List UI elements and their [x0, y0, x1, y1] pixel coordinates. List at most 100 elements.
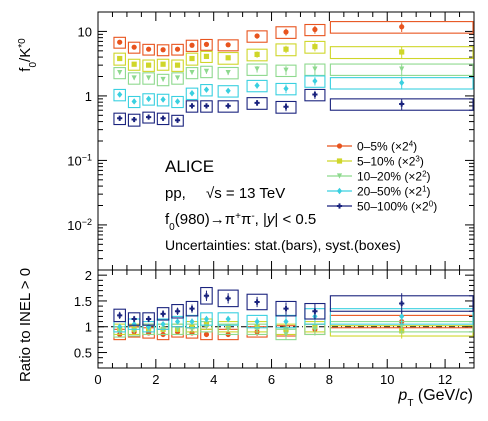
- top-point: [225, 55, 231, 61]
- top-syst-box: [246, 30, 268, 43]
- top-syst-box: [304, 23, 326, 37]
- top-point: [225, 87, 231, 95]
- top-syst-box: [217, 85, 239, 98]
- top-point: [117, 115, 123, 121]
- top-point: [283, 104, 289, 110]
- top-point: [131, 44, 137, 50]
- bottom-y-tick-label: 1: [85, 320, 92, 335]
- top-syst-box: [304, 75, 326, 88]
- legend-label: 50–100% (×20): [357, 199, 437, 214]
- top-syst-box: [142, 72, 155, 85]
- bottom-point: [160, 320, 166, 328]
- top-syst-box: [246, 97, 268, 110]
- top-syst-box: [200, 50, 213, 64]
- top-point: [131, 61, 137, 67]
- top-syst-box: [113, 88, 126, 102]
- energy-label: √s = 13 TeV: [206, 185, 285, 202]
- x-tick-label: 4: [210, 372, 217, 387]
- bottom-point: [283, 306, 289, 312]
- bottom-point: [254, 299, 260, 305]
- bottom-point: [225, 295, 231, 301]
- top-syst-box: [217, 39, 239, 52]
- top-point: [312, 77, 318, 85]
- top-syst-box: [156, 58, 170, 71]
- top-point: [174, 46, 181, 52]
- top-point: [203, 86, 210, 93]
- bottom-point: [283, 318, 289, 325]
- top-point: [189, 69, 195, 76]
- top-syst-box: [156, 73, 170, 87]
- top-syst-box: [329, 21, 474, 34]
- top-point: [117, 69, 123, 76]
- top-point: [312, 26, 318, 33]
- bottom-point: [174, 318, 181, 325]
- top-point: [131, 98, 137, 105]
- bottom-point: [146, 316, 152, 322]
- bottom-point: [225, 326, 231, 332]
- bottom-point: [117, 323, 123, 330]
- top-point: [312, 66, 318, 72]
- top-y-tick-label: 10−2: [67, 217, 92, 233]
- bottom-point: [312, 308, 318, 314]
- legend-label: 5–10% (×23): [357, 154, 424, 169]
- legend-marker: [336, 203, 343, 209]
- bottom-point: [131, 320, 137, 328]
- top-syst-box: [127, 41, 141, 54]
- top-point: [225, 103, 231, 109]
- top-point: [225, 69, 231, 76]
- bottom-syst-box: [217, 323, 239, 336]
- top-syst-box: [171, 114, 184, 127]
- top-syst-box: [200, 38, 213, 51]
- top-syst-box: [185, 52, 199, 66]
- bottom-syst-box: [127, 312, 141, 326]
- x-tick-label: 2: [152, 372, 159, 387]
- top-point: [203, 41, 210, 47]
- top-point: [399, 66, 405, 72]
- legend-label: 20–50% (×21): [357, 184, 431, 199]
- top-point: [225, 42, 231, 48]
- top-point: [283, 85, 289, 92]
- top-point: [283, 29, 289, 35]
- x-tick-label: 8: [326, 372, 333, 387]
- decay-label: f0(980)→π+π-, |y| < 0.5: [165, 211, 316, 233]
- top-point: [254, 66, 260, 72]
- top-syst-box: [304, 40, 326, 54]
- top-y-axis-label: f0/K*0: [17, 38, 39, 72]
- top-point: [131, 75, 137, 81]
- top-syst-box: [171, 43, 184, 56]
- top-point: [312, 91, 318, 98]
- top-syst-box: [113, 36, 126, 49]
- top-syst-box: [156, 93, 170, 107]
- top-point: [189, 90, 195, 97]
- uncertainties-label: Uncertainties: stat.(bars), syst.(boxes): [165, 237, 401, 253]
- top-point: [131, 116, 137, 123]
- bottom-syst-box: [200, 312, 213, 326]
- bottom-syst-box: [275, 300, 297, 317]
- top-point: [254, 51, 260, 58]
- top-point: [254, 33, 260, 39]
- top-syst-box: [127, 58, 141, 71]
- top-point: [174, 75, 181, 81]
- top-point: [117, 91, 123, 98]
- bottom-point: [117, 312, 123, 318]
- top-syst-box: [246, 79, 268, 93]
- top-syst-box: [200, 84, 213, 97]
- top-syst-box: [185, 67, 199, 80]
- top-point: [117, 55, 123, 62]
- top-y-tick-label: 10: [78, 24, 92, 39]
- bottom-point: [399, 300, 405, 307]
- bottom-syst-box: [200, 286, 213, 305]
- bottom-point: [203, 331, 210, 338]
- top-point: [174, 98, 181, 105]
- top-syst-box: [113, 112, 126, 126]
- top-syst-box: [185, 100, 199, 113]
- legend-marker: [336, 158, 343, 164]
- bottom-y-tick-label: 0.5: [74, 346, 92, 361]
- top-syst-box: [200, 100, 213, 113]
- top-syst-box: [142, 59, 155, 72]
- top-point: [174, 62, 181, 68]
- top-syst-box: [275, 43, 297, 57]
- legend-label: 10–20% (×22): [357, 169, 431, 184]
- top-syst-box: [275, 64, 297, 78]
